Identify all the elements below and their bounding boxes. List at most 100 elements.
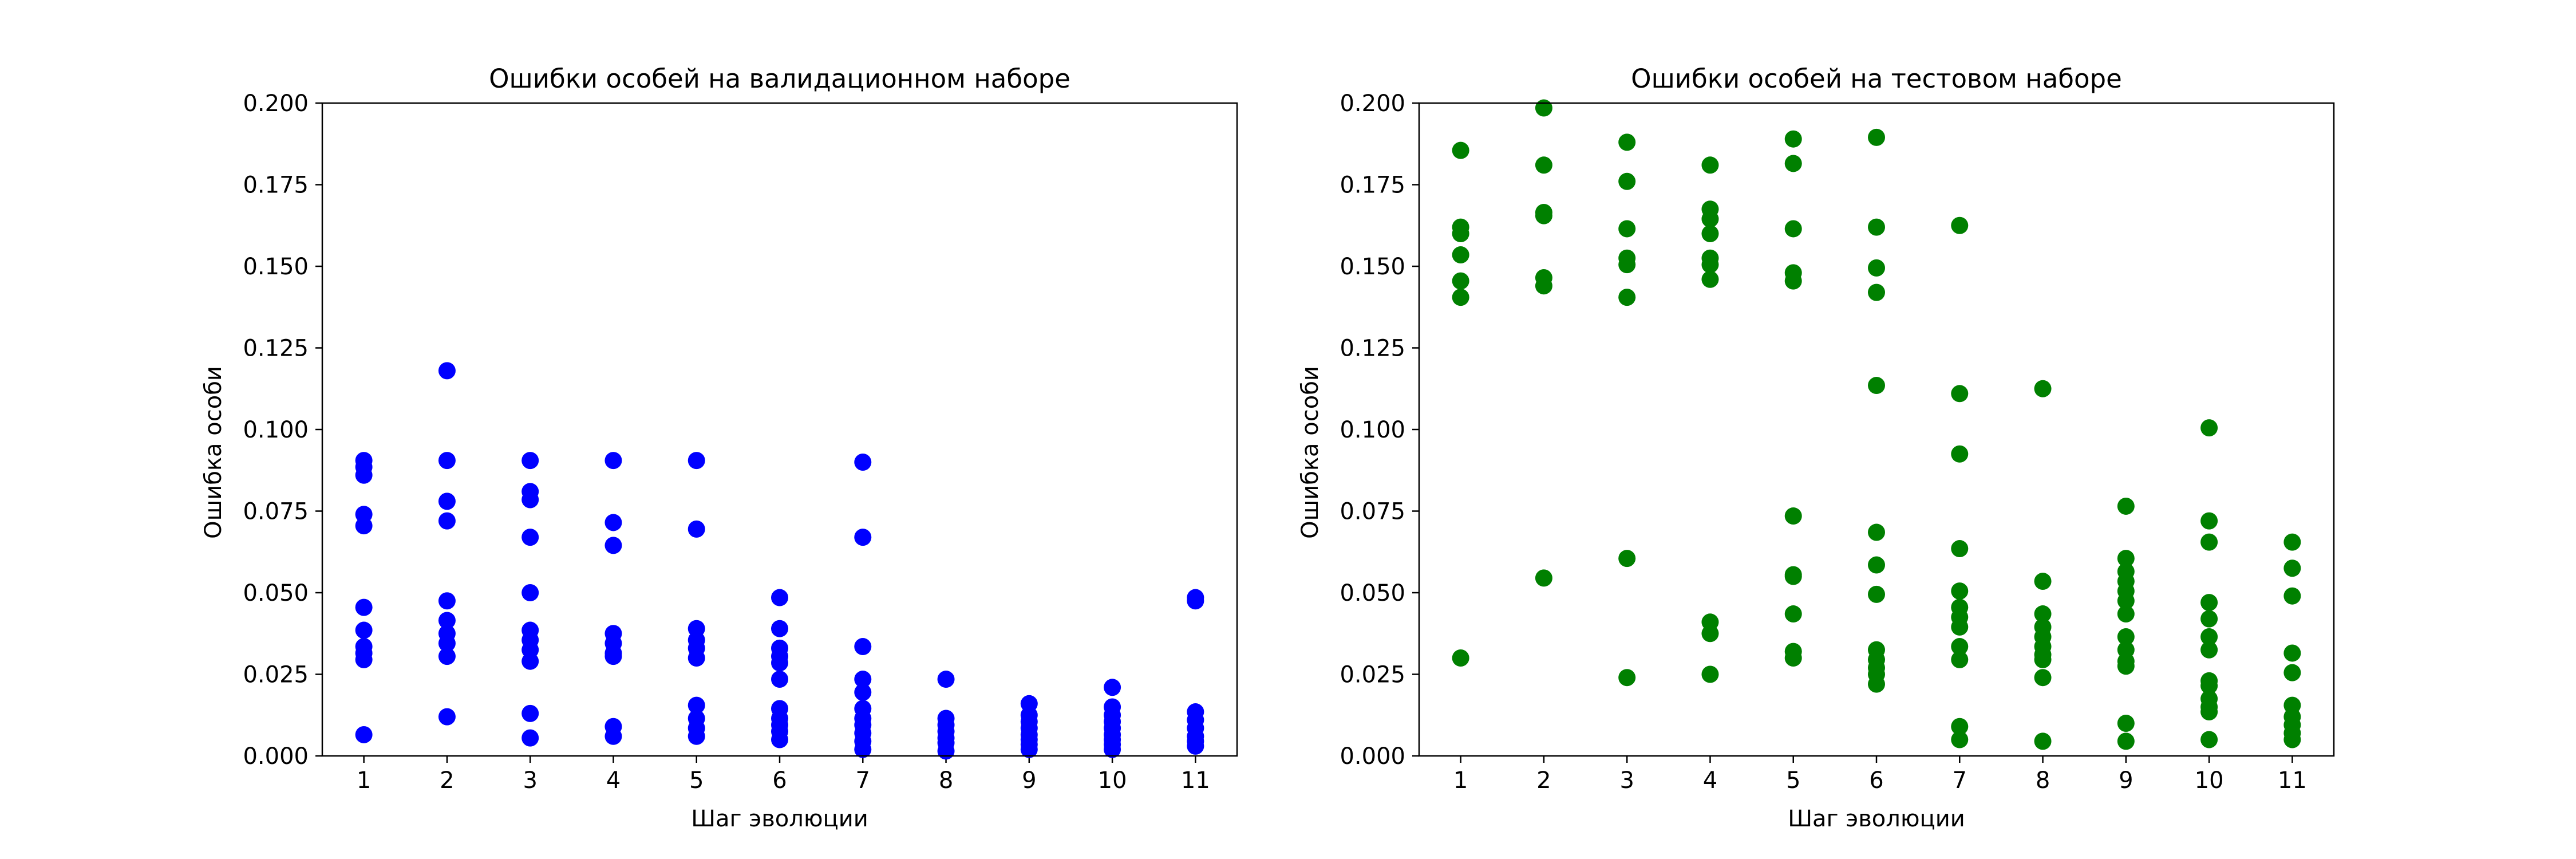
scatter-point xyxy=(2117,497,2135,515)
scatter-point xyxy=(1868,218,1885,236)
scatter-point xyxy=(438,452,456,470)
y-tick-label: 0.125 xyxy=(243,336,309,362)
x-tick-label: 10 xyxy=(2195,767,2224,794)
x-tick-label: 5 xyxy=(689,767,704,794)
scatter-point xyxy=(1618,289,1636,306)
scatter-point xyxy=(1951,385,1969,403)
x-axis-label: Шаг эволюции xyxy=(1788,806,1965,832)
scatter-point xyxy=(521,529,539,546)
scatter-point xyxy=(521,584,539,601)
scatter-point xyxy=(854,529,872,546)
scatter-point xyxy=(605,537,622,554)
scatter-point xyxy=(2200,677,2218,695)
scatter-point xyxy=(438,362,456,380)
y-tick-label: 0.025 xyxy=(1340,662,1405,688)
scatter-point xyxy=(1784,507,1802,525)
scatter-point xyxy=(1951,638,1969,656)
y-tick-label: 0.175 xyxy=(1340,172,1405,199)
scatter-point xyxy=(1535,277,1552,295)
scatter-point xyxy=(1868,523,1885,541)
scatter-point xyxy=(521,452,539,470)
scatter-point xyxy=(605,727,622,745)
scatter-point xyxy=(2200,610,2218,628)
scatter-point xyxy=(438,512,456,530)
scatter-point xyxy=(688,727,705,745)
scatter-points xyxy=(355,362,1204,760)
x-tick-label: 7 xyxy=(856,767,870,794)
scatter-point xyxy=(1868,128,1885,146)
scatter-point xyxy=(2200,419,2218,437)
scatter-point xyxy=(2117,715,2135,732)
x-tick-label: 11 xyxy=(2278,767,2307,794)
x-tick-label: 5 xyxy=(1786,767,1800,794)
y-tick-label: 0.025 xyxy=(243,662,309,688)
scatter-point xyxy=(1784,605,1802,623)
scatter-point xyxy=(1618,550,1636,568)
scatter-point xyxy=(1784,272,1802,290)
scatter-point xyxy=(521,729,539,747)
scatter-point xyxy=(2117,605,2135,623)
scatter-point xyxy=(688,649,705,667)
scatter-point xyxy=(1701,156,1719,174)
scatter-point xyxy=(1452,225,1469,242)
scatter-point xyxy=(1535,99,1552,117)
y-tick-label: 0.100 xyxy=(1340,417,1405,443)
scatter-point xyxy=(2283,664,2301,681)
scatter-point xyxy=(854,683,872,701)
x-tick-label: 6 xyxy=(1869,767,1883,794)
x-tick-label: 11 xyxy=(1181,767,1210,794)
chart-title: Ошибки особей на валидационном наборе xyxy=(489,64,1070,94)
scatter-point xyxy=(1104,679,1121,696)
y-tick-label: 0.100 xyxy=(243,417,309,443)
scatter-points xyxy=(1452,99,2301,750)
scatter-point xyxy=(1104,740,1121,758)
x-tick-label: 8 xyxy=(939,767,953,794)
scatter-point xyxy=(2117,732,2135,750)
scatter-point xyxy=(688,520,705,538)
scatter-point xyxy=(438,612,456,629)
scatter-point xyxy=(937,671,955,688)
scatter-point xyxy=(1951,540,1969,558)
scatter-point xyxy=(1951,718,1969,735)
scatter-point xyxy=(355,621,373,639)
y-axis-label: Ошибка особи xyxy=(200,366,227,539)
scatter-point xyxy=(1951,731,1969,748)
y-ticks: 0.000 0.025 0.050 0.075 0.100 0.125 0.150 0.175… xyxy=(1340,90,1419,770)
scatter-point xyxy=(1618,256,1636,274)
x-tick-label: 3 xyxy=(1619,767,1634,794)
y-tick-label: 0.200 xyxy=(243,90,309,117)
scatter-point xyxy=(1535,156,1552,174)
x-tick-label: 6 xyxy=(772,767,787,794)
scatter-point xyxy=(771,731,788,748)
scatter-point xyxy=(521,491,539,509)
scatter-point xyxy=(771,671,788,688)
scatter-point xyxy=(2117,592,2135,610)
scatter-point xyxy=(355,517,373,535)
scatter-point xyxy=(2283,533,2301,551)
scatter-point xyxy=(355,651,373,668)
scatter-point xyxy=(2117,628,2135,645)
scatter-point xyxy=(438,635,456,652)
scatter-point xyxy=(2117,550,2135,568)
scatter-point xyxy=(2283,559,2301,577)
y-tick-label: 0.150 xyxy=(1340,254,1405,280)
x-tick-label: 2 xyxy=(440,767,454,794)
y-tick-label: 0.125 xyxy=(1340,336,1405,362)
y-tick-label: 0.000 xyxy=(1340,743,1405,770)
scatter-point xyxy=(605,648,622,665)
scatter-point xyxy=(355,598,373,616)
scatter-point xyxy=(1784,568,1802,585)
scatter-point xyxy=(438,492,456,510)
y-axis-label: Ошибка особи xyxy=(1297,366,1323,539)
scatter-point xyxy=(2200,628,2218,645)
scatter-point xyxy=(1701,665,1719,683)
scatter-point xyxy=(854,671,872,688)
x-tick-label: 1 xyxy=(1453,767,1468,794)
scatter-point xyxy=(1020,740,1038,758)
x-ticks: 1 2 3 4 5 6 7 8 9 10 11 xyxy=(1453,756,2307,794)
scatter-point xyxy=(2034,380,2052,397)
scatter-point xyxy=(854,454,872,471)
x-tick-label: 2 xyxy=(1536,767,1551,794)
